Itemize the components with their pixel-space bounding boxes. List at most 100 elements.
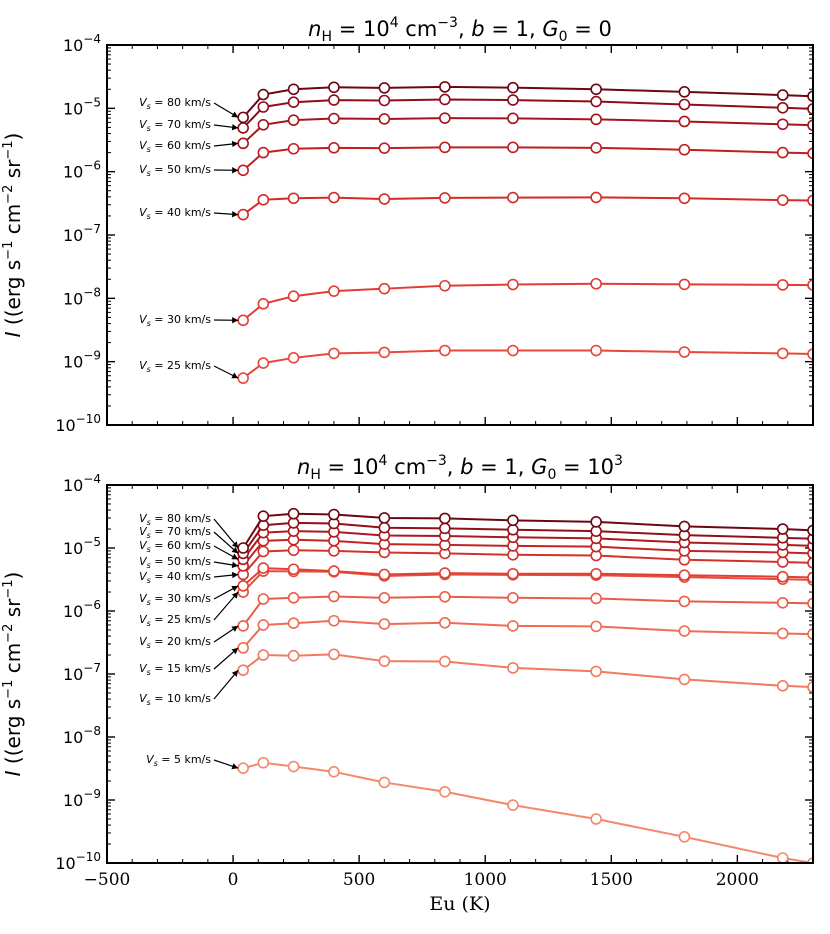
data-point [590, 344, 602, 357]
data-point [439, 616, 451, 629]
arrow-head [231, 585, 239, 592]
data-point [439, 655, 451, 668]
data-point [237, 762, 249, 774]
data-point [328, 112, 340, 125]
y-axis-label: I ((erg s−1 cm−2 sr−1) [1, 133, 25, 338]
data-point [776, 194, 789, 206]
data-point [257, 193, 270, 206]
data-point [257, 101, 270, 113]
data-point [776, 570, 789, 583]
data-point [507, 81, 519, 94]
data-point [507, 141, 519, 154]
data-point [257, 562, 270, 574]
series-annotation: Vs = 10 km/s [139, 692, 211, 707]
data-point [439, 81, 451, 93]
series-annotation: Vs = 80 km/s [139, 96, 211, 111]
data-point [378, 592, 391, 604]
x-tick-label: 0 [228, 870, 239, 890]
data-point [237, 122, 249, 134]
data-point [237, 164, 249, 177]
arrow-head [232, 167, 239, 174]
data-point [776, 89, 789, 101]
y-tick-label: 10−6 [63, 598, 101, 621]
data-point [287, 649, 300, 662]
data-point [257, 756, 270, 769]
data-point [776, 118, 789, 131]
arrow-head [231, 647, 239, 655]
data-point [439, 192, 451, 204]
data-point [507, 592, 519, 604]
data-point [287, 83, 300, 96]
data-point [378, 142, 391, 154]
arrow-head [231, 561, 239, 569]
top-panel: nH = 104 cm−3, b = 1, G0 = 0 I ((erg s−1 … [1, 15, 814, 435]
data-point [507, 94, 519, 106]
data-point [378, 568, 391, 581]
annotation-arrow [213, 518, 239, 549]
data-point [507, 523, 519, 536]
data-point [328, 347, 340, 360]
data-point [237, 642, 249, 654]
data-point [237, 664, 249, 676]
data-point [287, 192, 300, 205]
data-point [378, 82, 391, 94]
data-point [287, 352, 300, 364]
arrow-head [231, 140, 239, 148]
data-point [807, 279, 813, 291]
y-tick-label: 10−6 [63, 159, 101, 182]
series-annotation: Vs = 70 km/s [139, 525, 211, 540]
data-point [590, 142, 602, 154]
data-point [590, 191, 602, 204]
x-tick-label: 2000 [716, 870, 759, 890]
data-point [257, 118, 270, 131]
axes-frame [106, 484, 814, 864]
data-point [237, 111, 249, 124]
data-point [807, 147, 813, 160]
data-point [287, 142, 300, 155]
data-point [590, 277, 602, 290]
data-point [378, 282, 391, 295]
data-point [678, 346, 691, 358]
data-point [378, 618, 391, 630]
series-annotation: Vs = 20 km/s [139, 635, 211, 650]
plot-area [237, 507, 813, 863]
data-point [678, 143, 691, 156]
arrow-head [231, 541, 239, 548]
data-point [328, 191, 340, 204]
data-point [287, 617, 300, 630]
data-point [257, 619, 270, 631]
data-point [590, 620, 602, 633]
series-line [242, 146, 813, 172]
data-point [776, 852, 789, 863]
data-point [378, 193, 391, 205]
data-point [590, 592, 602, 605]
series-annotation: Vs = 50 km/s [139, 555, 211, 570]
data-point [439, 522, 451, 535]
x-tick-label: 500 [343, 870, 375, 890]
data-point [378, 655, 391, 667]
data-point [507, 799, 519, 811]
data-point [807, 597, 813, 610]
data-point [807, 119, 813, 132]
plot-area [237, 81, 813, 384]
arrow-head [231, 211, 239, 218]
data-point [807, 348, 813, 360]
data-point [237, 137, 249, 150]
data-point [507, 344, 519, 357]
data-point [328, 285, 340, 297]
data-point [287, 114, 300, 126]
y-tick-label: 10−4 [63, 32, 101, 55]
y-tick-label: 10−8 [63, 724, 101, 747]
data-point [678, 625, 691, 637]
data-point [678, 192, 691, 205]
series-annotation: Vs = 30 km/s [139, 592, 211, 607]
data-point [287, 592, 300, 604]
y-tick-label: 10−5 [63, 95, 101, 118]
data-point [507, 620, 519, 632]
data-point [590, 567, 602, 580]
data-point [257, 357, 270, 369]
annotation-arrow [213, 669, 239, 700]
data-point [439, 93, 451, 106]
x-axis-label: Eu (K) [429, 893, 490, 915]
data-point [507, 662, 519, 674]
